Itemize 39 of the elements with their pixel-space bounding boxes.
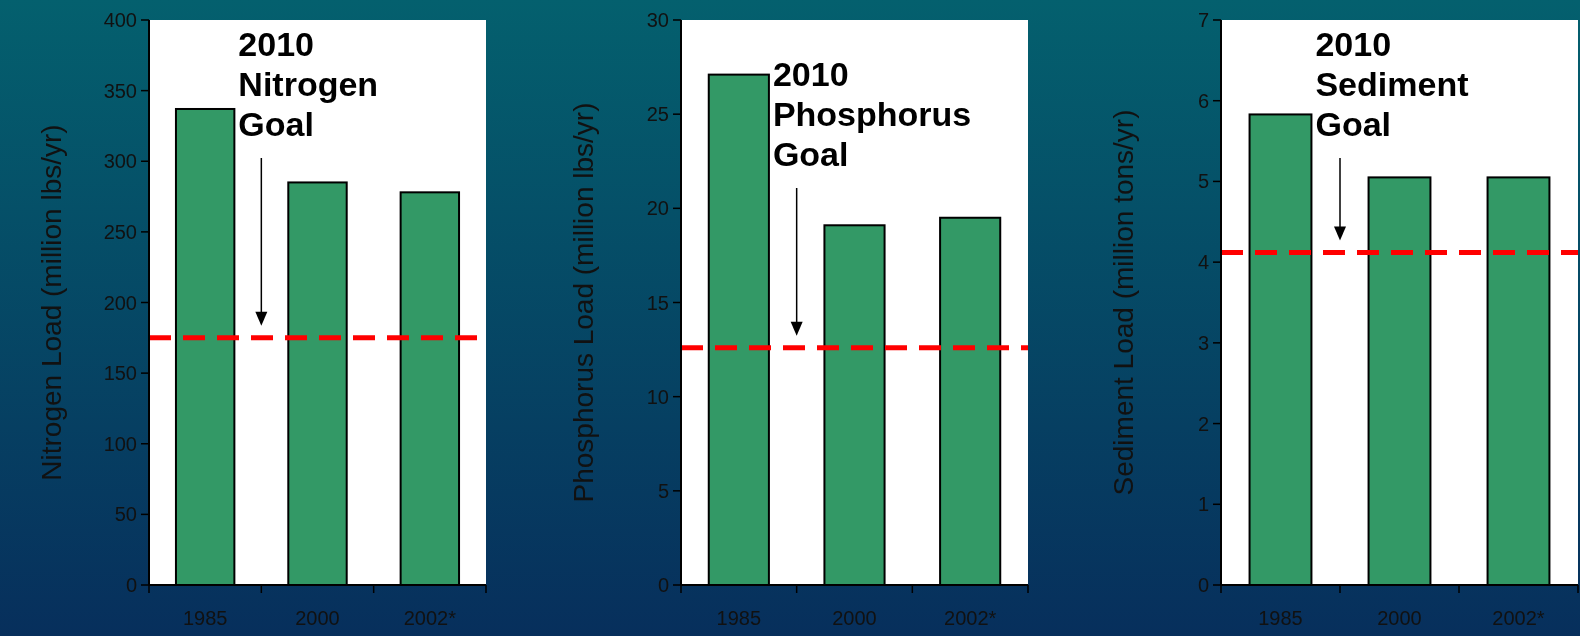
y-axis-title: Phosphorus Load (million lbs/yr): [568, 102, 599, 503]
y-tick-label: 30: [646, 9, 669, 31]
y-tick-label: 0: [1197, 574, 1209, 596]
annotation: 2010 Sediment Goal: [1315, 25, 1469, 143]
y-tick-label: 400: [103, 9, 137, 31]
annotation: 2010 Nitrogen Goal: [238, 25, 379, 143]
x-tick-label: 2002*: [944, 607, 997, 629]
x-tick-label: 2002*: [403, 607, 457, 629]
y-tick-label: 50: [114, 503, 137, 526]
y-tick-label: 7: [1197, 9, 1209, 31]
y-tick-label: 150: [103, 362, 137, 385]
y-tick-label: 25: [646, 103, 669, 126]
x-tick-label: 2002*: [1492, 607, 1545, 629]
y-tick-label: 6: [1197, 89, 1209, 112]
x-tick-label: 2000: [295, 607, 340, 629]
y-tick-label: 0: [657, 574, 669, 596]
y-tick-label: 10: [646, 385, 669, 408]
x-tick-label: 2000: [1377, 607, 1422, 629]
x-tick-label: 2000: [832, 607, 877, 629]
y-tick-label: 0: [125, 574, 137, 596]
y-tick-label: 350: [103, 79, 137, 102]
y-tick-label: 100: [103, 432, 137, 455]
y-tick-label: 1: [1197, 493, 1209, 516]
x-tick-label: 1985: [1258, 607, 1303, 629]
y-tick-label: 300: [103, 150, 137, 173]
annotation: 2010 Phosphorus Goal: [772, 55, 972, 173]
y-axis-title: Nitrogen Load (million lbs/yr): [36, 124, 67, 481]
x-tick-label: 1985: [182, 607, 228, 629]
y-tick-label: 250: [103, 220, 137, 243]
y-tick-label: 15: [646, 291, 669, 314]
y-tick-label: 200: [103, 291, 137, 314]
y-tick-label: 5: [657, 479, 669, 502]
x-tick-label: 1985: [716, 607, 762, 629]
y-tick-label: 3: [1197, 331, 1209, 354]
y-tick-label: 5: [1197, 170, 1209, 193]
y-tick-label: 2: [1197, 412, 1209, 435]
y-axis-title: Sediment Load (million tons/yr): [1108, 109, 1139, 496]
y-tick-label: 20: [646, 197, 669, 220]
y-tick-label: 4: [1197, 251, 1209, 274]
